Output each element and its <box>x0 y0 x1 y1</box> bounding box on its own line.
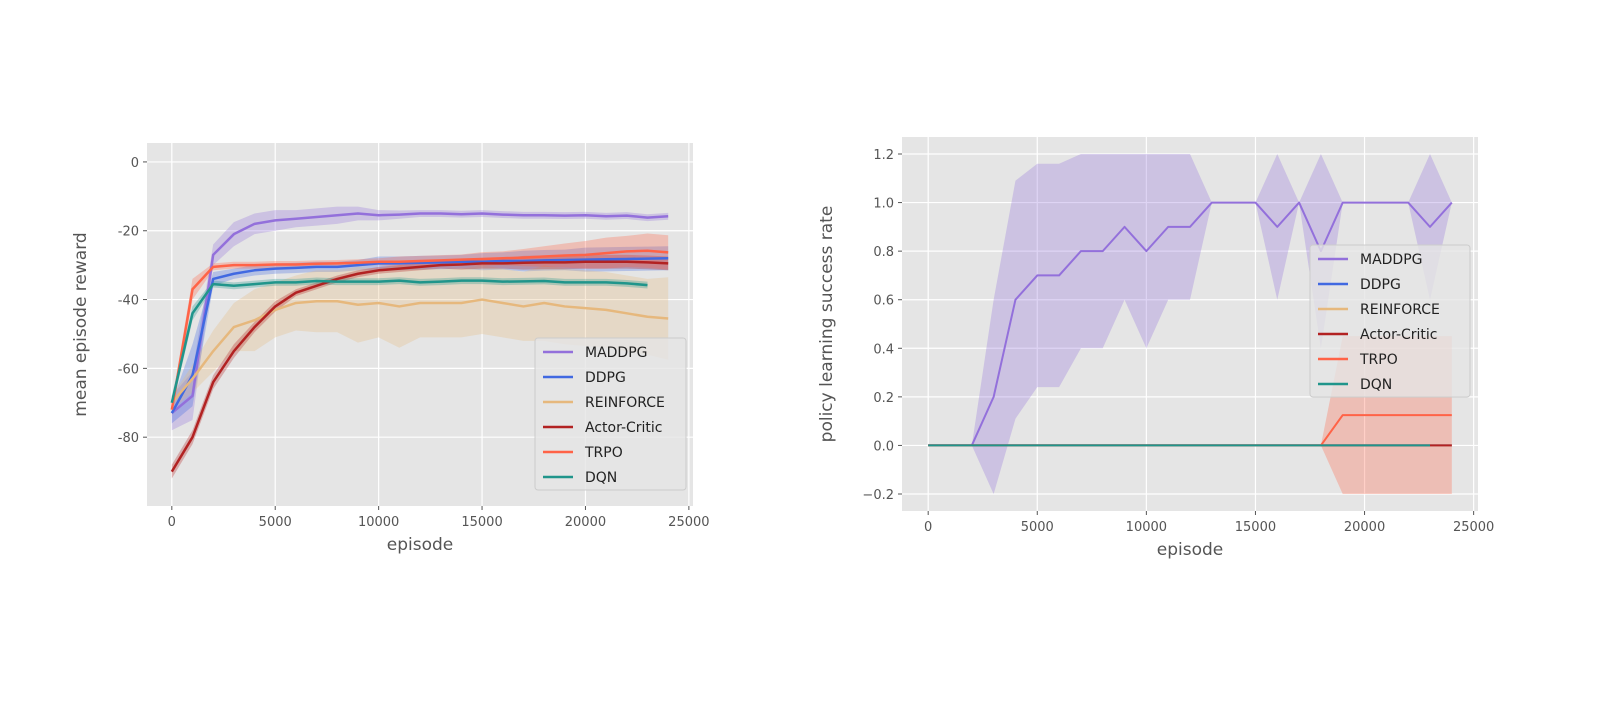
x-tick-label: 25000 <box>1453 520 1494 535</box>
series-line-ddpg <box>170 257 669 414</box>
y-tick-label: -80 <box>118 431 139 446</box>
legend-label: Actor-Critic <box>1360 327 1438 343</box>
x-tick-label: 15000 <box>461 515 502 530</box>
legend: MADDPG DDPG REINFORCE Actor-Critic TRPO DQN <box>534 337 687 491</box>
chart-2: 0 5000 10000 15000 20000 25000 1.2 1.0 0.8 0.6 0.4… <box>817 137 1494 560</box>
y-tick-label: 0.2 <box>873 391 894 406</box>
y-tick-label: -60 <box>118 362 139 377</box>
y-tick-label: -20 <box>118 225 139 240</box>
y-axis-label: policy learning success rate <box>817 206 837 443</box>
legend-label: DQN <box>1360 377 1392 393</box>
y-tick-label: 0.6 <box>873 294 894 309</box>
y-tick-label: 1.2 <box>873 148 894 163</box>
x-axis-label: episode <box>1157 540 1223 560</box>
x-tick-label: 0 <box>168 515 176 530</box>
legend-label: REINFORCE <box>1360 302 1440 318</box>
y-tick-label: 0 <box>131 156 139 171</box>
y-axis-label: mean episode reward <box>71 232 91 416</box>
x-axis-label: episode <box>387 535 453 555</box>
x-tick-label: 20000 <box>1344 520 1385 535</box>
series-line-trpo <box>170 249 669 410</box>
series-line-maddpg <box>928 201 1453 447</box>
legend-label: DQN <box>585 470 617 486</box>
legend-label: DDPG <box>1360 277 1401 293</box>
series-line-dqn <box>170 279 648 404</box>
y-tick-label: −0.2 <box>862 488 894 503</box>
series-line-reinforce <box>170 298 669 404</box>
chart-1: 0 5000 10000 15000 20000 25000 0 -20 -40 -60 -80 ep… <box>71 143 710 555</box>
series-line-trpo <box>928 414 1452 447</box>
x-tick-label: 15000 <box>1235 520 1276 535</box>
confidence-band-reinforce <box>171 265 669 410</box>
legend-box <box>1309 244 1471 398</box>
y-tick-label: 0.4 <box>873 342 894 357</box>
x-tick-label: 0 <box>924 520 932 535</box>
series-line-maddpg <box>171 212 669 415</box>
x-tick-label: 25000 <box>668 515 709 530</box>
legend-label: REINFORCE <box>585 395 665 411</box>
legend-label: TRPO <box>1359 352 1398 368</box>
legend-label: MADDPG <box>1360 252 1423 268</box>
x-tick-label: 10000 <box>1126 520 1167 535</box>
y-tick-label: 0.0 <box>873 439 894 454</box>
legend: MADDPG DDPG REINFORCE Actor-Critic TRPO DQN <box>1309 244 1471 398</box>
x-tick-label: 5000 <box>259 515 292 530</box>
x-tick-label: 20000 <box>565 515 606 530</box>
legend-label: TRPO <box>584 445 623 461</box>
y-tick-label: 1.0 <box>873 197 894 212</box>
confidence-band-ddpg <box>171 246 669 424</box>
y-tick-label: -40 <box>118 294 139 309</box>
confidence-band-maddpg <box>928 154 1452 494</box>
y-tick-label: 0.8 <box>873 245 894 260</box>
legend-label: Actor-Critic <box>585 420 663 436</box>
series-line-actor-critic <box>170 260 669 473</box>
legend-label: DDPG <box>585 370 626 386</box>
legend-label: MADDPG <box>585 345 648 361</box>
x-tick-label: 5000 <box>1021 520 1054 535</box>
x-tick-label: 10000 <box>358 515 399 530</box>
